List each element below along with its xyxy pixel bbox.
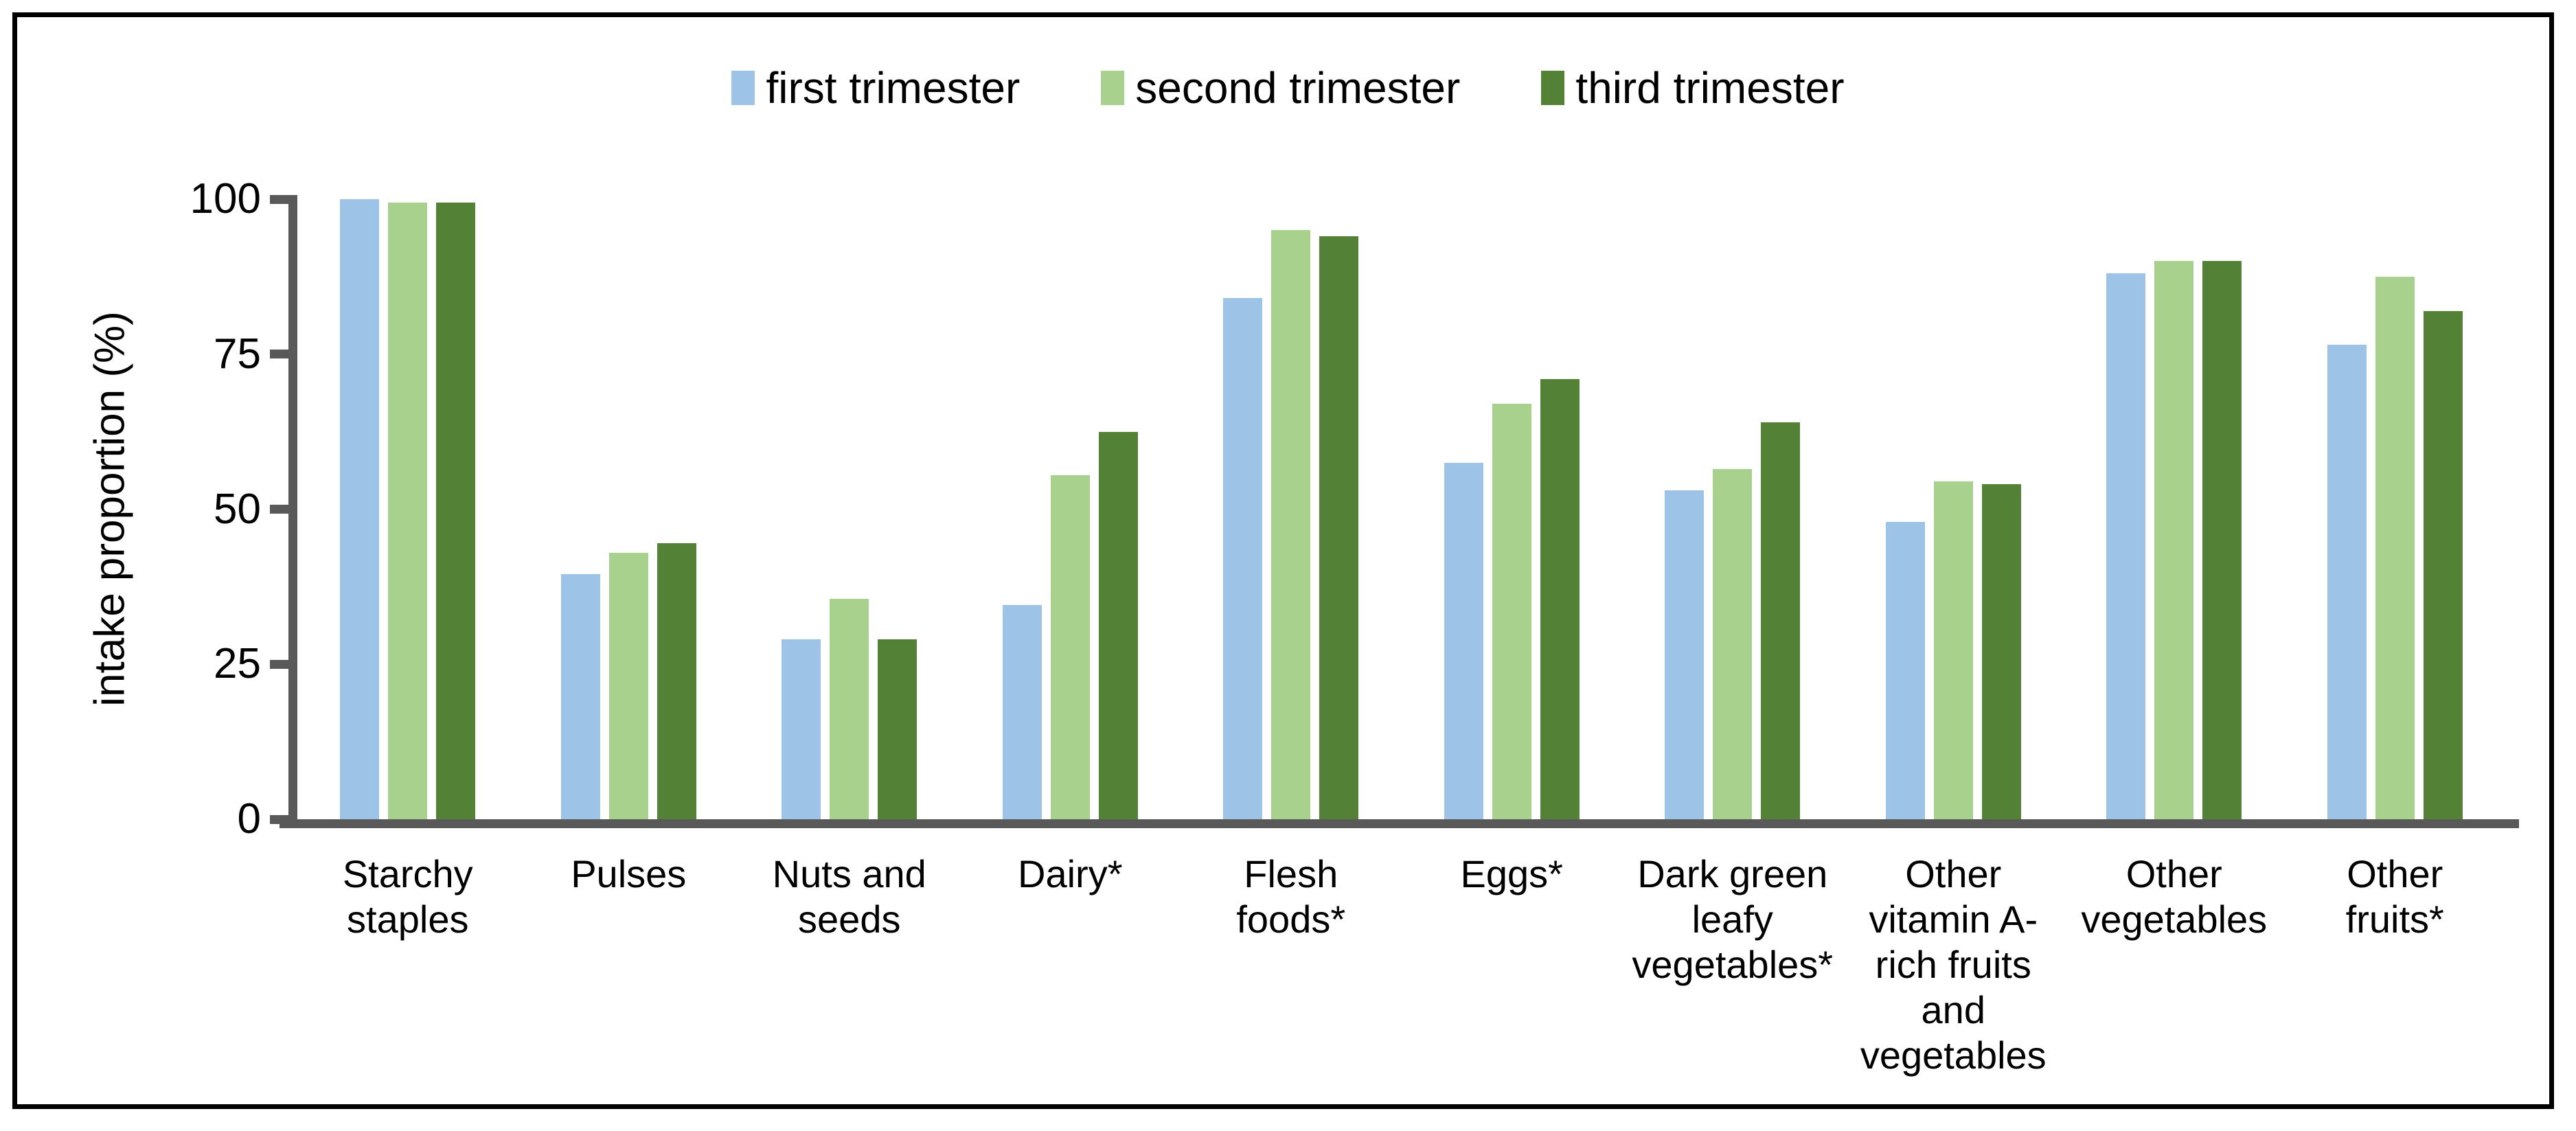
bar-first-trimester-starchy-staples [340,199,379,819]
y-tick-label-50: 50 [214,485,261,533]
bar-second-trimester-eggs [1492,404,1531,819]
y-tick-label-0: 0 [237,795,261,843]
bar-second-trimester-dark-green-leafy-vegetables [1713,469,1752,819]
legend-item-first-trimester: first trimester [731,66,1020,110]
category-label-flesh-foods: Flesh foods* [1236,852,1346,941]
legend-label: first trimester [766,63,1021,113]
x-axis-line [279,819,2519,828]
bar-third-trimester-starchy-staples [436,203,475,819]
bar-third-trimester-eggs [1540,379,1580,819]
bar-third-trimester-dark-green-leafy-vegetables [1761,422,1800,819]
bar-third-trimester-other-vegetables [2202,261,2242,819]
y-tick-75 [270,350,288,359]
bar-first-trimester-other-vitamin-a-rich-fruits-and-vegetables [1886,522,1925,819]
legend-label: third trimester [1575,63,1845,113]
bar-second-trimester-flesh-foods [1271,230,1310,819]
legend-item-third-trimester: third trimester [1541,63,1845,113]
category-label-starchy-staples: Starchy staples [342,852,473,941]
bar-third-trimester-pulses [657,543,696,819]
category-label-other-vitamin-a-rich-fruits-and-vegetables: Other vitamin A- rich fruits and vegetab… [1860,852,2047,1077]
category-label-other-fruits: Other fruits* [2345,852,2444,941]
bar-first-trimester-pulses [561,574,600,819]
category-label-dark-green-leafy-vegetables: Dark green leafy vegetables* [1632,852,1834,987]
y-tick-50 [270,505,288,514]
legend-label: second trimester [1135,63,1461,113]
bar-third-trimester-flesh-foods [1319,236,1358,819]
bar-second-trimester-nuts-and-seeds [830,599,869,819]
legend-swatch-first-trimester [731,71,755,105]
bar-second-trimester-other-fruits [2375,277,2415,819]
bar-second-trimester-other-vegetables [2154,261,2193,819]
bar-first-trimester-dark-green-leafy-vegetables [1665,490,1704,819]
bar-first-trimester-eggs [1444,463,1483,819]
y-tick-label-25: 25 [214,640,261,688]
bar-second-trimester-other-vitamin-a-rich-fruits-and-vegetables [1934,481,1973,819]
category-label-eggs: Eggs* [1460,852,1563,895]
bar-first-trimester-other-fruits [2327,345,2367,819]
bar-third-trimester-other-fruits [2424,311,2463,819]
category-label-dairy: Dairy* [1018,852,1123,895]
bar-second-trimester-pulses [609,553,648,819]
bar-third-trimester-other-vitamin-a-rich-fruits-and-vegetables [1982,484,2021,819]
y-tick-25 [270,659,288,669]
legend-item-second-trimester: second trimester [1101,66,1460,110]
bar-first-trimester-flesh-foods [1223,298,1262,819]
bar-second-trimester-starchy-staples [388,203,427,819]
category-label-pulses: Pulses [571,852,687,895]
bar-third-trimester-nuts-and-seeds [878,639,917,819]
y-tick-label-100: 100 [190,175,261,222]
bar-second-trimester-dairy [1051,475,1090,819]
bar-third-trimester-dairy [1099,432,1138,819]
y-tick-label-75: 75 [214,330,261,378]
y-axis-line [288,194,297,828]
legend: first trimester second trimester third tri… [0,60,2576,115]
y-tick-100 [270,194,288,204]
category-label-nuts-and-seeds: Nuts and seeds [772,852,926,941]
legend-swatch-third-trimester [1541,71,1565,105]
bar-first-trimester-nuts-and-seeds [782,639,821,819]
legend-swatch-second-trimester [1101,71,1125,105]
bar-first-trimester-dairy [1003,605,1042,819]
category-label-other-vegetables: Other vegetables [2081,852,2268,941]
bar-first-trimester-other-vegetables [2106,273,2145,819]
